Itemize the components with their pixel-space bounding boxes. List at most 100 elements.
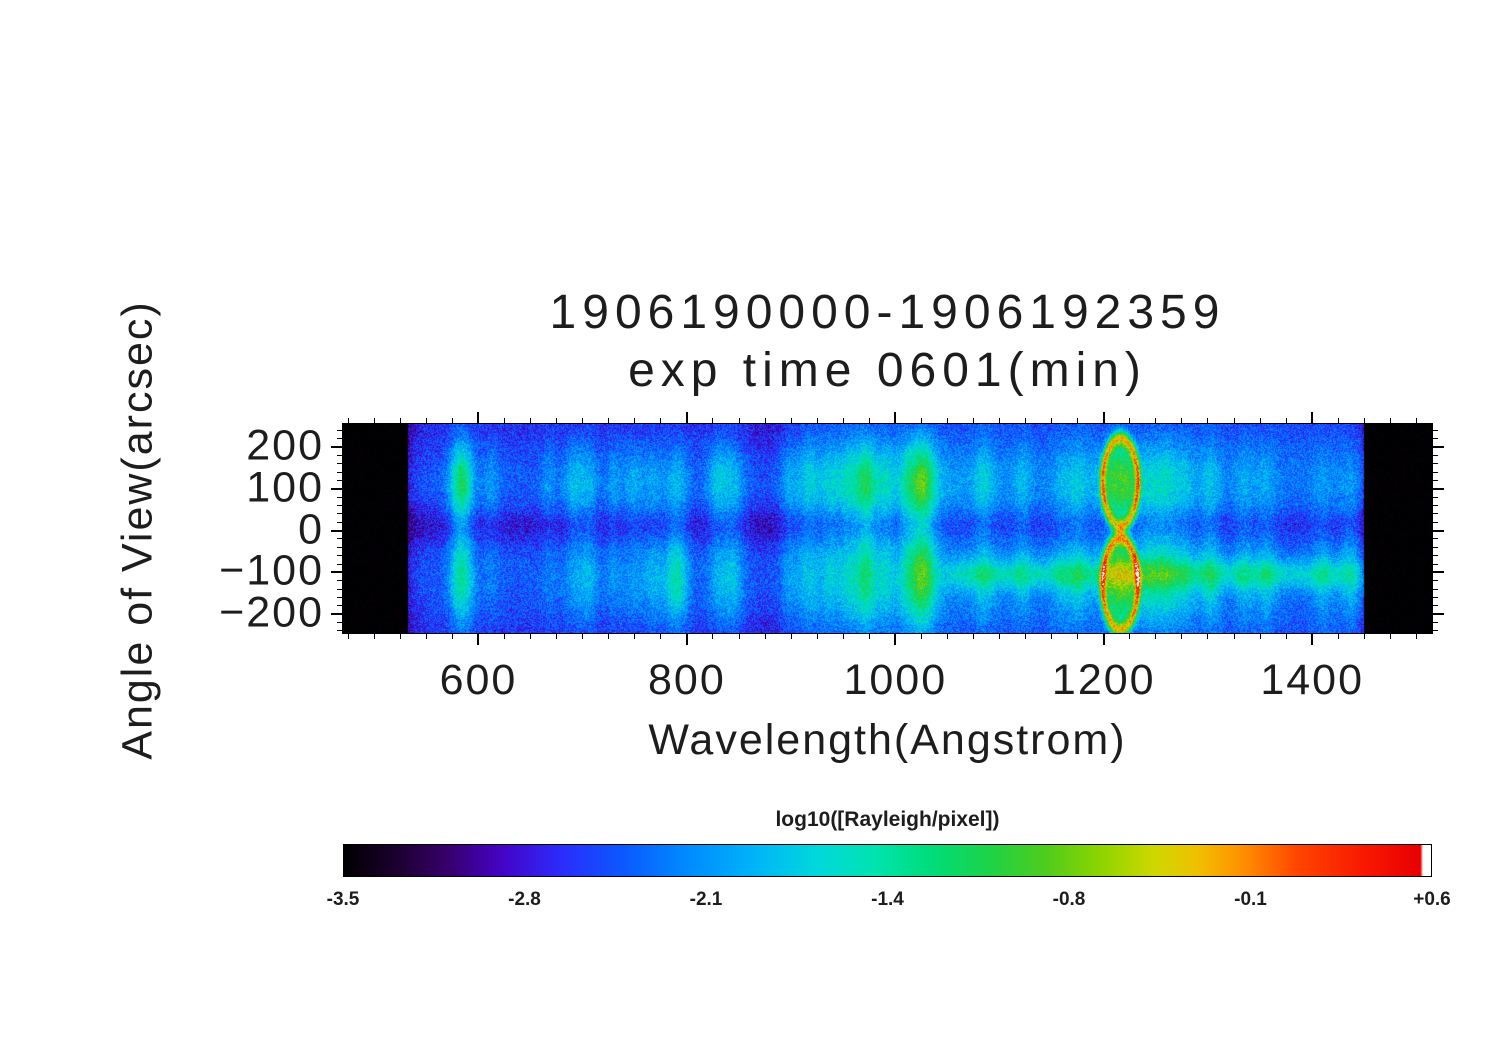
x-minor-tick-bottom [608, 633, 610, 639]
x-minor-tick-top [608, 418, 610, 424]
x-minor-tick-top [1415, 418, 1417, 424]
x-minor-tick-top [999, 418, 1001, 424]
x-minor-tick-top [556, 418, 558, 424]
y-major-tick-left [331, 529, 343, 532]
x-minor-tick-bottom [1207, 633, 1209, 639]
x-minor-tick-top [1363, 418, 1365, 424]
x-minor-tick-bottom [1077, 633, 1079, 639]
x-minor-tick-top [1207, 418, 1209, 424]
x-major-tick-top [685, 412, 688, 424]
y-minor-tick-left [337, 563, 343, 565]
y-major-tick-right [1432, 445, 1444, 448]
x-minor-tick-top [972, 418, 974, 424]
x-minor-tick-top [1155, 418, 1157, 424]
y-major-tick-left [331, 613, 343, 616]
x-minor-tick-top [946, 418, 948, 424]
x-minor-tick-bottom [425, 633, 427, 639]
x-tick-labels: 600 800 1000 1200 1400 [0, 656, 1497, 708]
x-minor-tick-bottom [373, 633, 375, 639]
colorbar-tick-label: -2.8 [508, 889, 541, 910]
y-minor-tick-right [1432, 463, 1438, 465]
x-minor-tick-top [425, 418, 427, 424]
x-major-tick-top [477, 412, 480, 424]
x-tick-label: 1200 [1051, 656, 1156, 704]
x-minor-tick-bottom [504, 633, 506, 639]
y-minor-tick-left [337, 580, 343, 582]
x-tick-label: 800 [648, 656, 726, 704]
colorbar-title: log10([Rayleigh/pixel]) [775, 808, 1000, 831]
x-major-tick-bottom [1102, 633, 1105, 645]
x-minor-tick-bottom [634, 633, 636, 639]
colorbar-tick-label: -2.1 [689, 889, 723, 910]
y-minor-tick-left [337, 479, 343, 481]
x-minor-tick-top [1259, 418, 1261, 424]
x-minor-tick-bottom [1233, 633, 1235, 639]
y-minor-tick-right [1432, 438, 1438, 440]
x-minor-tick-top [373, 418, 375, 424]
colorbar-gradient [343, 844, 1432, 877]
y-tick-label: −200 [219, 588, 324, 637]
x-minor-tick-top [1181, 418, 1183, 424]
x-minor-tick-bottom [451, 633, 453, 639]
x-tick-label: 1400 [1260, 656, 1364, 704]
x-minor-tick-top [764, 418, 766, 424]
y-major-tick-right [1432, 529, 1444, 532]
x-minor-tick-bottom [868, 633, 870, 639]
colorbar-tick-label: -0.1 [1234, 889, 1267, 910]
x-minor-tick-top [1389, 418, 1391, 424]
x-minor-tick-top [790, 418, 792, 424]
y-minor-tick-left [337, 588, 343, 590]
x-minor-tick-bottom [816, 633, 818, 639]
y-major-tick-right [1432, 487, 1444, 490]
y-minor-tick-left [337, 513, 343, 515]
title-block: 1906190000-1906192359 exp time 0601(min) [343, 284, 1432, 400]
x-major-tick-top [1311, 412, 1314, 424]
x-minor-tick-bottom [1337, 633, 1339, 639]
x-minor-tick-bottom [738, 633, 740, 639]
x-minor-tick-top [582, 418, 584, 424]
x-minor-tick-bottom [399, 633, 401, 639]
y-minor-tick-left [337, 505, 343, 506]
x-minor-tick-top [660, 418, 662, 424]
y-minor-tick-left [337, 596, 343, 598]
x-minor-tick-top [634, 418, 636, 424]
y-minor-tick-right [1432, 588, 1438, 590]
y-minor-tick-right [1432, 454, 1438, 456]
x-minor-tick-bottom [1025, 633, 1027, 639]
x-minor-tick-bottom [1155, 633, 1157, 639]
x-minor-tick-top [399, 418, 401, 424]
y-minor-tick-right [1432, 580, 1438, 582]
x-minor-tick-top [1077, 418, 1079, 424]
x-minor-tick-bottom [1259, 633, 1261, 639]
x-minor-tick-top [1025, 418, 1027, 424]
y-minor-tick-left [337, 438, 343, 440]
x-minor-tick-bottom [764, 633, 766, 639]
x-axis-label: Wavelength(Angstrom) [648, 716, 1127, 764]
y-minor-tick-right [1432, 630, 1438, 632]
colorbar-tick-label: +0.6 [1413, 889, 1451, 910]
y-tick-label: 100 [246, 463, 324, 512]
y-minor-tick-left [337, 555, 343, 557]
x-minor-tick-bottom [790, 633, 792, 639]
x-minor-tick-bottom [660, 633, 662, 639]
y-minor-tick-left [337, 538, 343, 540]
x-minor-tick-top [1285, 418, 1287, 424]
x-minor-tick-bottom [1415, 633, 1417, 639]
x-minor-tick-bottom [1363, 633, 1365, 639]
y-minor-tick-right [1432, 622, 1438, 624]
y-minor-tick-right [1432, 429, 1438, 431]
x-minor-tick-bottom [582, 633, 584, 639]
x-minor-tick-top [842, 418, 844, 424]
x-tick-label: 600 [439, 656, 518, 704]
y-minor-tick-left [337, 429, 343, 431]
y-minor-tick-right [1432, 546, 1438, 548]
y-tick-label: −100 [219, 546, 324, 595]
y-minor-tick-right [1432, 505, 1438, 506]
y-major-tick-left [331, 445, 343, 448]
y-minor-tick-left [337, 605, 343, 607]
x-minor-tick-top [816, 418, 818, 424]
x-minor-tick-bottom [1389, 633, 1391, 639]
y-minor-tick-left [337, 463, 343, 465]
colorbar-tick-label: -1.4 [871, 889, 904, 910]
